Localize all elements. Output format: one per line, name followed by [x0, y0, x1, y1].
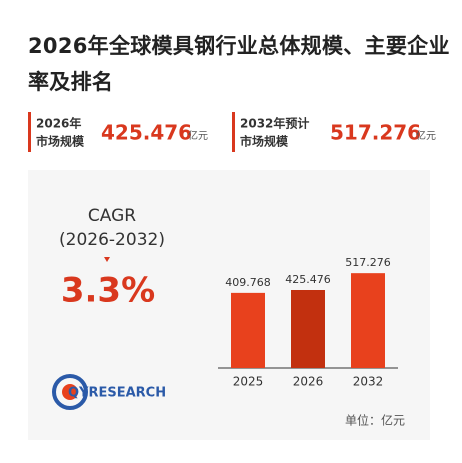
- stat-value: 425.476: [101, 121, 192, 145]
- stat-accent: [28, 112, 31, 152]
- stat-label: 市场规模: [36, 134, 85, 149]
- stat-value: 517.276: [330, 121, 421, 145]
- cagr-arrow: [104, 257, 110, 262]
- stat-label: 市场规模: [240, 134, 289, 149]
- bar: [291, 289, 325, 368]
- bar: [231, 292, 265, 368]
- x-tick-label: 2025: [233, 375, 264, 389]
- value-label: 517.276: [345, 256, 391, 269]
- stat-label: 2026年: [36, 116, 81, 131]
- stat-label: 2032年预计: [240, 116, 309, 131]
- page-title: 2026年全球模具钢行业总体规模、主要企业率及排名: [28, 34, 450, 94]
- value-label: 409.768: [225, 276, 271, 289]
- cagr-value: 3.3%: [61, 271, 155, 311]
- logo-icon: [52, 374, 88, 410]
- stat-unit: 亿元: [188, 129, 208, 142]
- stat-unit: 亿元: [416, 129, 436, 142]
- bar: [351, 273, 385, 368]
- x-tick-label: 2026: [293, 375, 324, 389]
- x-tick-label: 2032: [353, 375, 384, 389]
- logo-icon: [62, 384, 78, 400]
- value-label: 425.476: [285, 273, 331, 286]
- cagr-period: (2026-2032): [59, 230, 165, 250]
- stat-accent: [232, 112, 235, 152]
- cagr-label: CAGR: [88, 206, 136, 226]
- logo-text: QYRESEARCH: [68, 386, 166, 401]
- unit-label: 单位：亿元: [345, 413, 405, 428]
